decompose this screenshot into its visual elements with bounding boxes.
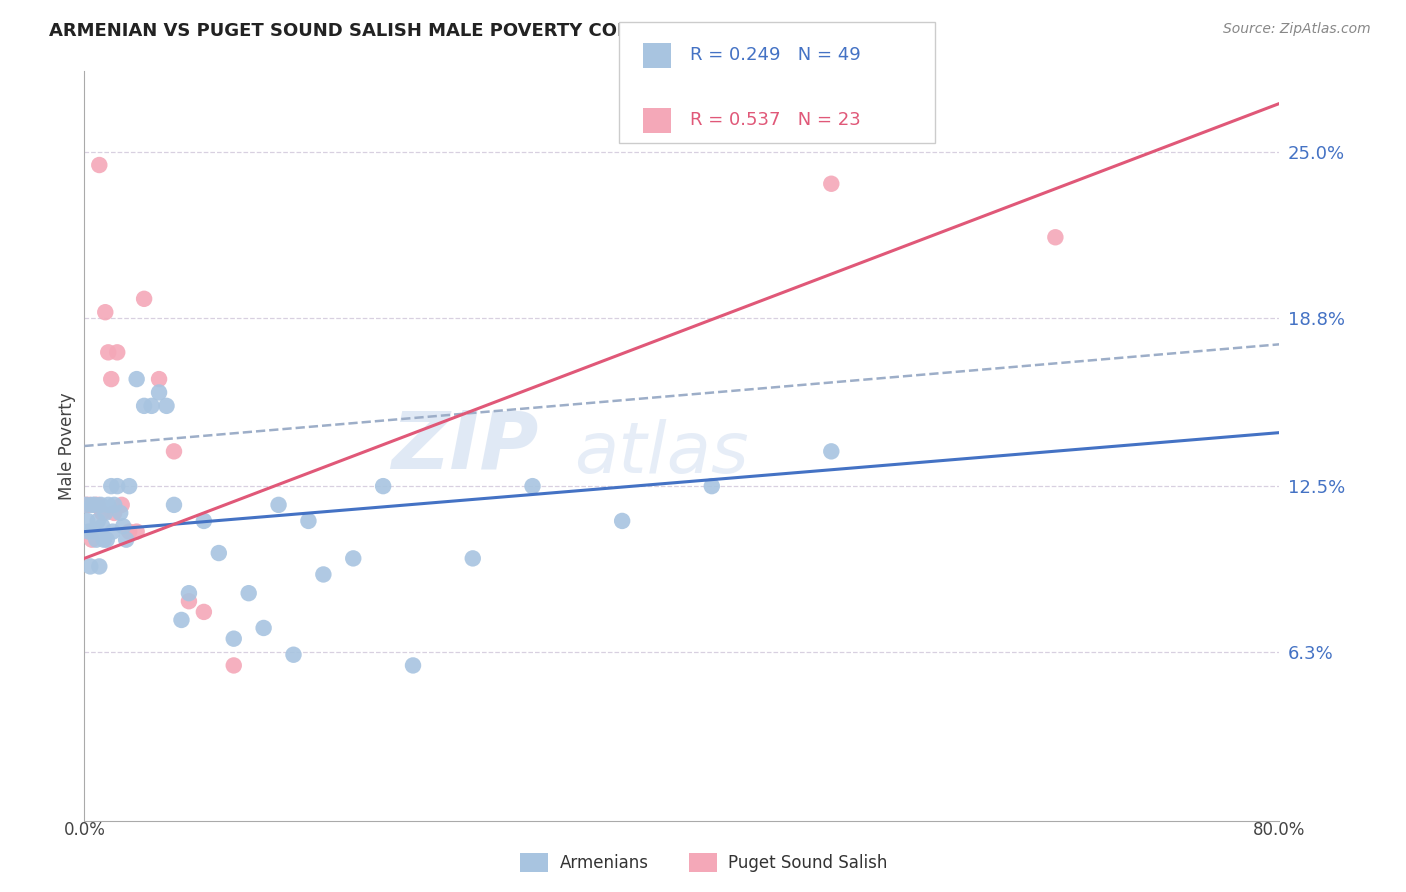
Text: Armenians: Armenians [560, 854, 648, 871]
Point [132, 292, 156, 306]
Point [312, 567, 335, 582]
Text: 0.0%: 0.0% [63, 821, 105, 838]
Point [77, 498, 100, 512]
Y-axis label: Male Poverty: Male Poverty [58, 392, 76, 500]
Point [132, 399, 156, 413]
Point [177, 586, 200, 600]
Point [820, 444, 842, 458]
Point [93, 533, 115, 547]
Point [100, 372, 122, 386]
Text: ZIP: ZIP [391, 407, 538, 485]
Point [112, 519, 135, 533]
Point [87, 514, 110, 528]
Point [83, 498, 105, 512]
Point [105, 345, 128, 359]
Point [208, 546, 231, 560]
Text: Puget Sound Salish: Puget Sound Salish [728, 854, 887, 871]
Point [97, 498, 120, 512]
Point [222, 632, 245, 646]
Point [125, 524, 148, 539]
Point [82, 524, 104, 539]
Point [820, 177, 842, 191]
Point [283, 648, 305, 662]
Point [193, 605, 215, 619]
Point [91, 506, 114, 520]
Point [125, 372, 148, 386]
Point [91, 519, 114, 533]
Point [77, 524, 100, 539]
Point [79, 559, 101, 574]
Point [461, 551, 484, 566]
Point [87, 498, 110, 512]
Point [297, 514, 319, 528]
Text: atlas: atlas [575, 419, 749, 488]
Point [141, 399, 163, 413]
Point [700, 479, 723, 493]
Point [612, 514, 634, 528]
Point [222, 658, 245, 673]
Point [103, 498, 125, 512]
Text: R = 0.249   N = 49: R = 0.249 N = 49 [690, 46, 860, 64]
Point [402, 658, 425, 673]
Point [342, 551, 364, 566]
Point [163, 444, 186, 458]
Point [75, 498, 97, 512]
Point [115, 533, 138, 547]
Point [105, 479, 128, 493]
Point [83, 498, 105, 512]
Point [1045, 230, 1067, 244]
Point [89, 559, 111, 574]
Point [80, 533, 103, 547]
Point [76, 514, 98, 528]
Point [111, 498, 134, 512]
Point [118, 524, 141, 539]
Text: Source: ZipAtlas.com: Source: ZipAtlas.com [1223, 22, 1371, 37]
Point [103, 506, 125, 520]
Point [155, 399, 177, 413]
Point [75, 498, 97, 512]
Text: ARMENIAN VS PUGET SOUND SALISH MALE POVERTY CORRELATION CHART: ARMENIAN VS PUGET SOUND SALISH MALE POVE… [49, 22, 804, 40]
Point [238, 586, 260, 600]
Point [522, 479, 544, 493]
Point [90, 498, 112, 512]
Point [96, 533, 118, 547]
Point [177, 594, 200, 608]
Text: 80.0%: 80.0% [1253, 821, 1306, 838]
Point [163, 498, 186, 512]
Point [110, 506, 132, 520]
Point [170, 613, 193, 627]
Point [373, 479, 395, 493]
Point [118, 479, 141, 493]
Point [97, 345, 120, 359]
Point [89, 158, 111, 172]
Point [94, 506, 117, 520]
Point [94, 305, 117, 319]
Text: R = 0.537   N = 23: R = 0.537 N = 23 [690, 112, 860, 129]
Point [80, 498, 103, 512]
Point [101, 524, 124, 539]
Point [148, 372, 170, 386]
Point [193, 514, 215, 528]
Point [100, 479, 122, 493]
Point [148, 385, 170, 400]
Point [267, 498, 290, 512]
Point [253, 621, 276, 635]
Point [86, 533, 108, 547]
